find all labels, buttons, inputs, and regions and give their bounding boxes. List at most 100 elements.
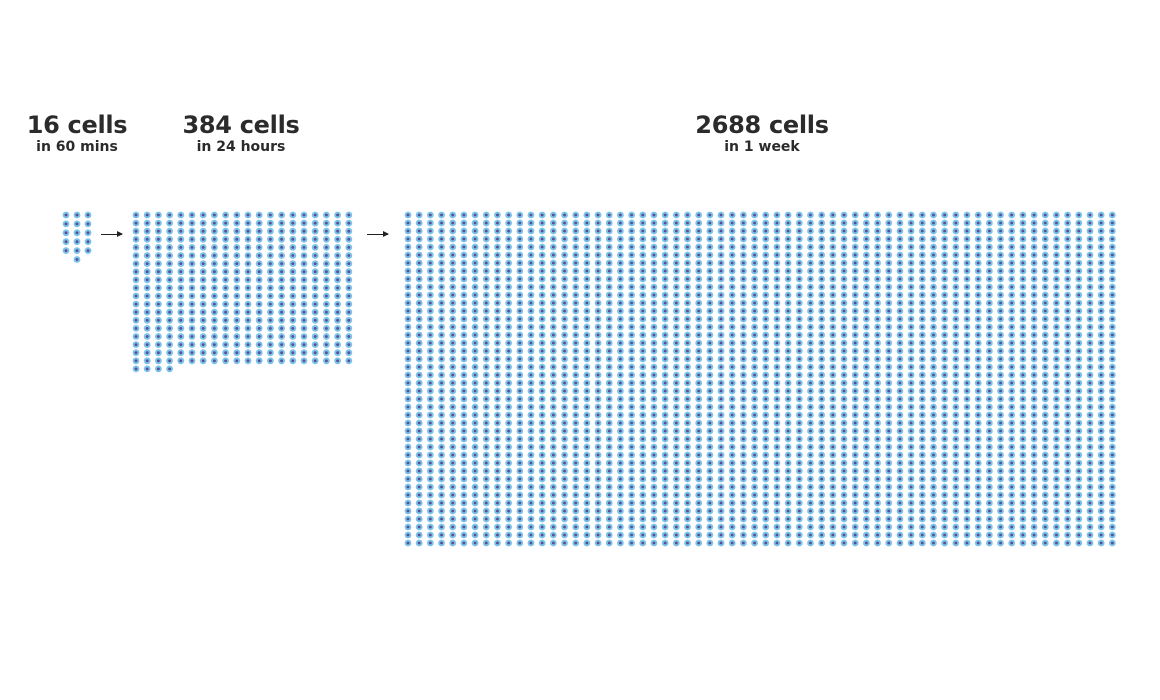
cell-nucleus (462, 357, 466, 361)
cell-nucleus (797, 381, 801, 385)
cell-nucleus (529, 461, 533, 465)
cell-nucleus (797, 341, 801, 345)
cell-nucleus (540, 453, 544, 457)
cell-nucleus (954, 309, 958, 313)
cell-nucleus (853, 221, 857, 225)
cell-nucleus (965, 245, 969, 249)
cell-nucleus (1032, 429, 1036, 433)
cell-nucleus (168, 254, 172, 257)
cell-nucleus (965, 365, 969, 369)
cell-nucleus (876, 253, 879, 257)
cell-nucleus (842, 229, 846, 233)
cell-nucleus (943, 221, 947, 225)
cell-nucleus (201, 254, 205, 257)
cell-nucleus (630, 245, 633, 249)
cell-nucleus (1099, 341, 1103, 345)
cell-nucleus (440, 253, 443, 257)
cell-nucleus (313, 262, 317, 265)
cell-nucleus (652, 301, 656, 305)
cell-nucleus (943, 309, 947, 313)
cell-nucleus (417, 309, 421, 313)
cell-nucleus (797, 229, 801, 233)
cell-nucleus (1021, 237, 1025, 241)
cell-nucleus (585, 229, 589, 233)
cell-nucleus (820, 285, 824, 289)
cell-nucleus (417, 325, 421, 329)
cell-nucleus (786, 405, 790, 409)
cell-nucleus (864, 325, 868, 329)
cell-nucleus (719, 285, 723, 289)
cell-nucleus (574, 261, 578, 265)
cell-nucleus (887, 437, 891, 441)
cell-nucleus (742, 253, 745, 257)
cell-nucleus (440, 237, 443, 241)
cell-nucleus (451, 213, 455, 217)
cell-nucleus (943, 317, 947, 321)
cell-nucleus (574, 213, 578, 217)
cell-nucleus (280, 237, 283, 241)
cell-nucleus (585, 469, 589, 473)
cell-nucleus (641, 293, 645, 297)
cell-nucleus (898, 461, 902, 465)
cell-nucleus (563, 333, 566, 337)
cell-nucleus (663, 301, 667, 305)
cell-nucleus (965, 453, 969, 457)
cell-nucleus (943, 405, 947, 409)
cell-nucleus (1021, 293, 1025, 297)
cell-nucleus (235, 237, 239, 241)
cell-nucleus (630, 341, 633, 345)
cell-nucleus (313, 237, 317, 241)
cell-nucleus (1043, 309, 1047, 313)
cell-nucleus (574, 293, 578, 297)
cell-nucleus (742, 445, 745, 449)
cell-nucleus (797, 453, 801, 457)
cell-nucleus (976, 237, 980, 241)
cell-nucleus (246, 254, 250, 257)
cell-nucleus (775, 333, 779, 337)
cell-nucleus (347, 246, 351, 249)
cell-nucleus (417, 389, 421, 393)
cell-nucleus (563, 429, 566, 433)
cell-nucleus (831, 469, 835, 473)
cell-nucleus (551, 429, 555, 433)
cell-nucleus (1043, 381, 1047, 385)
cell-nucleus (999, 221, 1002, 225)
cell-nucleus (325, 237, 328, 241)
cell-nucleus (842, 253, 846, 257)
cell-nucleus (864, 237, 868, 241)
cell-nucleus (1010, 301, 1014, 305)
cell-nucleus (607, 373, 611, 377)
cell-nucleus (719, 325, 723, 329)
cell-nucleus (585, 341, 589, 345)
cell-nucleus (462, 333, 466, 337)
cell-nucleus (1010, 341, 1014, 345)
cell-nucleus (742, 317, 745, 321)
cell-nucleus (462, 301, 466, 305)
cell-nucleus (607, 229, 611, 233)
cell-nucleus (909, 285, 913, 289)
cell-nucleus (909, 309, 913, 313)
cell-nucleus (876, 445, 879, 449)
cell-nucleus (697, 413, 701, 417)
cell-nucleus (999, 213, 1002, 217)
cell-nucleus (563, 269, 566, 273)
cell-nucleus (932, 341, 935, 345)
cell-nucleus (920, 237, 924, 241)
cell-nucleus (257, 246, 261, 249)
cell-nucleus (574, 445, 578, 449)
cell-nucleus (473, 429, 477, 433)
cell-nucleus (1010, 317, 1014, 321)
cell-nucleus (641, 421, 645, 425)
cell-nucleus (496, 309, 499, 313)
cell-nucleus (697, 381, 701, 385)
cell-nucleus (853, 397, 857, 401)
cell-nucleus (965, 325, 969, 329)
cell-nucleus (674, 261, 678, 265)
cell-nucleus (406, 429, 410, 433)
cell-nucleus (932, 325, 935, 329)
cell-nucleus (652, 405, 656, 409)
cell-nucleus (551, 237, 555, 241)
cell-nucleus (1021, 357, 1025, 361)
cell-nucleus (943, 421, 947, 425)
cell-nucleus (540, 245, 544, 249)
